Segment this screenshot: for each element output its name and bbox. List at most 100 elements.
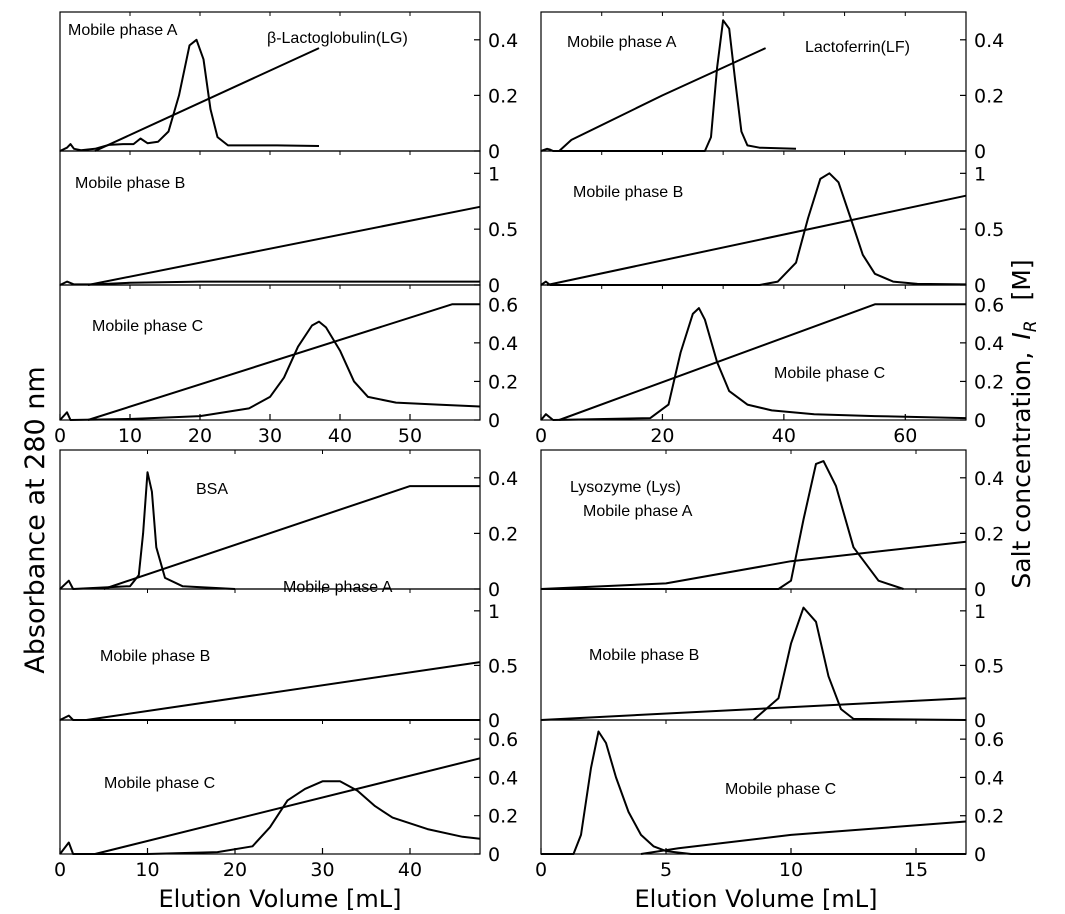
panel-frame [59, 284, 481, 421]
y-axis-label-salt: Salt concentration, IR [M] [1007, 259, 1041, 588]
y-tick-label: 0.4 [974, 767, 1004, 789]
absorbance-trace [59, 38, 320, 152]
salt-gradient-line [94, 47, 320, 152]
panel-lower-bottom-right: 0 0.2 0.4 0.6 0 5 10 15 Mobile phase C [535, 719, 1004, 881]
x-tick-label: 30 [258, 425, 282, 447]
y-tick-label: 0 [488, 710, 500, 732]
y-tick-label: 0 [974, 410, 986, 432]
panel-annotation: Mobile phase B [75, 175, 185, 192]
y-tick-label: 0.4 [488, 468, 518, 490]
x-tick-label: 10 [135, 859, 159, 881]
x-tick-label: 10 [779, 859, 803, 881]
y-tick-label: 0 [488, 844, 500, 866]
salt-gradient-line [558, 47, 767, 152]
x-tick-label: 0 [54, 859, 66, 881]
salt-gradient-line [94, 757, 481, 855]
panel-frame [540, 11, 967, 152]
panel-frame [59, 449, 481, 590]
absorbance-trace [59, 320, 481, 421]
y-tick-label: 1 [974, 163, 986, 185]
x-tick-label: 10 [118, 425, 142, 447]
absorbance-trace [59, 471, 236, 590]
absorbance-trace [540, 307, 967, 421]
salt-gradient-line [540, 540, 967, 590]
y-tick-label: 0.6 [488, 729, 518, 751]
x-axis-label-right: Elution Volume [mL] [634, 885, 877, 913]
x-tick-label: 20 [650, 425, 674, 447]
x-axis-label-left: Elution Volume [mL] [158, 885, 401, 913]
y-tick-label: 0.4 [974, 30, 1004, 52]
y-axis-label-absorbance: Absorbance at 280 nm [20, 366, 51, 673]
panel-lower-middle-left: 0 0.5 1 Mobile phase B [59, 588, 518, 732]
panel-annotation: Mobile phase C [104, 775, 215, 792]
salt-gradient-line [540, 697, 967, 721]
y-tick-label: 0.4 [974, 333, 1004, 355]
panel-middle-right: 0 0.5 1 Mobile phase B [540, 150, 1004, 297]
panel-annotation: Lactoferrin(LF) [805, 39, 910, 56]
y-tick-label: 0.5 [488, 655, 518, 677]
panel-frame [59, 150, 481, 286]
panel-bottom-row1-right: 0 0.2 0.4 0.6 0 20 40 60 Mobile phase C [535, 284, 1004, 447]
y-axis-label-salt-unit: [M] [1007, 259, 1036, 300]
y-tick-label: 0.2 [488, 523, 518, 545]
y-tick-label: 0.2 [974, 806, 1004, 828]
x-tick-label: 0 [535, 859, 547, 881]
y-tick-label: 0.4 [488, 30, 518, 52]
panel-lower-top-left: 0 0.2 0.4 BSA Mobile phase A [59, 449, 518, 601]
y-tick-label: 0.4 [488, 333, 518, 355]
salt-gradient-line [103, 485, 480, 590]
panel-lower-middle-right: 0 0.5 1 Mobile phase B [540, 588, 1004, 732]
panel-annotation: Mobile phase C [725, 781, 836, 798]
panel-annotation: β-Lactoglobulin(LG) [267, 30, 408, 47]
x-tick-label: 50 [398, 425, 422, 447]
panel-frame [540, 284, 967, 421]
panel-top-right: 0 0.2 0.4 Mobile phase A Lactoferrin(LF) [540, 11, 1004, 163]
absorbance-trace [752, 606, 967, 721]
panel-annotation: Mobile phase A [283, 579, 393, 596]
x-tick-label: 20 [188, 425, 212, 447]
y-tick-label: 0.6 [488, 294, 518, 316]
x-tick-label: 40 [328, 425, 352, 447]
panel-annotation: Mobile phase C [774, 365, 885, 382]
panel-annotation: Mobile phase B [100, 648, 210, 665]
y-tick-label: 0.2 [488, 806, 518, 828]
panel-frame [59, 719, 481, 855]
y-tick-label: 0 [488, 579, 500, 601]
y-tick-label: 1 [488, 601, 500, 623]
absorbance-trace [59, 780, 481, 855]
y-tick-label: 0.5 [488, 219, 518, 241]
y-tick-label: 0 [974, 844, 986, 866]
absorbance-trace [541, 460, 904, 590]
salt-gradient-line [87, 303, 480, 421]
y-tick-label: 0.2 [974, 85, 1004, 107]
y-axis-label-salt-var: I [1007, 332, 1036, 339]
y-tick-label: 0 [974, 579, 986, 601]
panel-annotation: Mobile phase C [92, 318, 203, 335]
y-tick-label: 0.4 [974, 468, 1004, 490]
x-tick-label: 20 [223, 859, 247, 881]
panel-frame [540, 150, 967, 286]
salt-gradient-line [86, 661, 481, 721]
panel-lower-top-right: 0 0.2 0.4 Lysozyme (Lys) Mobile phase A [540, 449, 1004, 601]
x-tick-label: 60 [893, 425, 917, 447]
y-tick-label: 0 [488, 275, 500, 297]
y-tick-label: 0.4 [488, 767, 518, 789]
y-tick-label: 0.2 [488, 371, 518, 393]
panel-annotation: Lysozyme (Lys) [570, 479, 681, 496]
chart-panels: 0 0.2 0.4 Mobile phase A β-Lactoglobulin(LG)… [54, 11, 1004, 881]
y-axis-label-salt-sub: R [1021, 320, 1041, 332]
panel-middle-left: 0 0.5 1 Mobile phase B [59, 150, 518, 297]
y-axis-label-salt-text: Salt concentration, [1007, 352, 1036, 589]
panel-annotation: Mobile phase A [567, 34, 677, 51]
panel-top-left: 0 0.2 0.4 Mobile phase A β-Lactoglobulin(LG) [59, 11, 518, 163]
y-tick-label: 0.6 [974, 729, 1004, 751]
y-tick-label: 1 [974, 601, 986, 623]
absorbance-trace [541, 730, 966, 855]
salt-gradient-line [640, 820, 967, 855]
x-tick-label: 40 [398, 859, 422, 881]
y-tick-label: 0.5 [974, 219, 1004, 241]
y-tick-label: 0.5 [974, 655, 1004, 677]
salt-gradient-line [558, 303, 966, 421]
y-tick-label: 1 [488, 163, 500, 185]
